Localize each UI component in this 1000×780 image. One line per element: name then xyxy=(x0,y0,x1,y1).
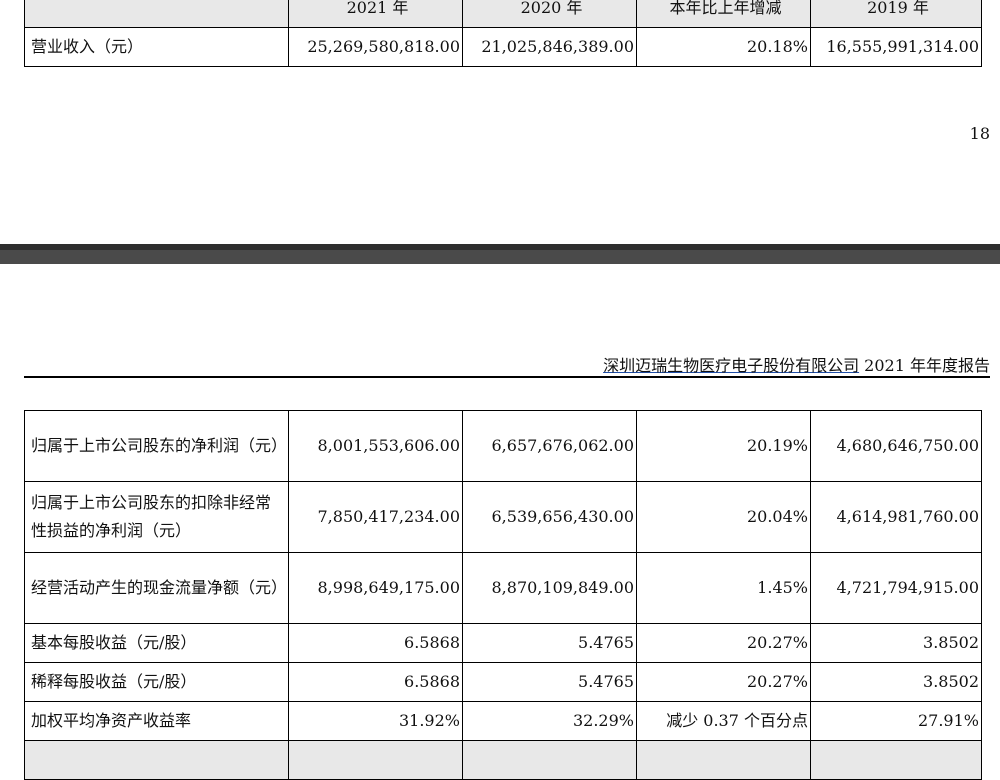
table-row: 基本每股收益（元/股） 6.5868 5.4765 20.27% 3.8502 xyxy=(24,623,982,663)
row-label: 归属于上市公司股东的净利润（元） xyxy=(24,410,289,482)
row-label: 稀释每股收益（元/股） xyxy=(24,662,289,702)
value-2020: 6,539,656,430.00 xyxy=(462,481,637,553)
row-label: 加权平均净资产收益率 xyxy=(24,701,289,741)
page-number: 18 xyxy=(969,124,990,143)
value-yoy-change: 20.27% xyxy=(636,662,811,702)
table-row: 加权平均净资产收益率 31.92% 32.29% 减少 0.37 个百分点 27… xyxy=(24,701,982,741)
value-2020: 21,025,846,389.00 xyxy=(462,27,637,67)
value-2021: 6.5868 xyxy=(288,662,463,702)
value-yoy-change: 20.04% xyxy=(636,481,811,553)
table-header-row: 2021 年 2020 年 本年比上年增减 2019 年 xyxy=(24,0,982,28)
value-2021: 25,269,580,818.00 xyxy=(288,27,463,67)
value-2020: 5.4765 xyxy=(462,623,637,663)
value-2019: 4,614,981,760.00 xyxy=(810,481,982,553)
table-row-partial xyxy=(24,740,982,780)
header-2019: 2019 年 xyxy=(810,0,982,28)
value-2020: 6,657,676,062.00 xyxy=(462,410,637,482)
value-cut-off xyxy=(636,740,811,780)
value-2019: 3.8502 xyxy=(810,623,982,663)
report-title: 2021 年年度报告 xyxy=(859,356,990,375)
row-label-cut-off xyxy=(24,740,289,780)
row-label: 经营活动产生的现金流量净额（元） xyxy=(24,552,289,624)
header-yoy-change: 本年比上年增减 xyxy=(636,0,811,28)
header-2020: 2020 年 xyxy=(462,0,637,28)
value-yoy-change: 1.45% xyxy=(636,552,811,624)
value-yoy-change: 减少 0.37 个百分点 xyxy=(636,701,811,741)
table-row: 营业收入（元） 25,269,580,818.00 21,025,846,389… xyxy=(24,27,982,67)
revenue-table: 2021 年 2020 年 本年比上年增减 2019 年 营业收入（元） 25,… xyxy=(24,0,982,67)
row-label: 基本每股收益（元/股） xyxy=(24,623,289,663)
value-2019: 4,721,794,915.00 xyxy=(810,552,982,624)
value-2021: 6.5868 xyxy=(288,623,463,663)
value-cut-off xyxy=(810,740,982,780)
running-header: 深圳迈瑞生物医疗电子股份有限公司 2021 年年度报告 xyxy=(603,352,990,376)
value-yoy-change: 20.27% xyxy=(636,623,811,663)
value-2021: 31.92% xyxy=(288,701,463,741)
value-yoy-change: 20.18% xyxy=(636,27,811,67)
table-row: 归属于上市公司股东的扣除非经常性损益的净利润（元） 7,850,417,234.… xyxy=(24,481,982,553)
financial-indicators-table: 归属于上市公司股东的净利润（元） 8,001,553,606.00 6,657,… xyxy=(24,410,982,780)
value-2020: 32.29% xyxy=(462,701,637,741)
value-cut-off xyxy=(288,740,463,780)
value-cut-off xyxy=(462,740,637,780)
value-2020: 5.4765 xyxy=(462,662,637,702)
header-2021: 2021 年 xyxy=(288,0,463,28)
value-2021: 8,001,553,606.00 xyxy=(288,410,463,482)
value-2019: 4,680,646,750.00 xyxy=(810,410,982,482)
value-2021: 7,850,417,234.00 xyxy=(288,481,463,553)
value-2021: 8,998,649,175.00 xyxy=(288,552,463,624)
company-name: 深圳迈瑞生物医疗电子股份有限公司 xyxy=(603,356,860,375)
table-row: 经营活动产生的现金流量净额（元） 8,998,649,175.00 8,870,… xyxy=(24,552,982,624)
value-2019: 16,555,991,314.00 xyxy=(810,27,982,67)
row-label: 营业收入（元） xyxy=(24,27,289,67)
value-2020: 8,870,109,849.00 xyxy=(462,552,637,624)
table-row: 稀释每股收益（元/股） 6.5868 5.4765 20.27% 3.8502 xyxy=(24,662,982,702)
value-2019: 3.8502 xyxy=(810,662,982,702)
header-rule xyxy=(24,376,990,378)
header-corner-cell xyxy=(24,0,289,28)
value-yoy-change: 20.19% xyxy=(636,410,811,482)
value-2019: 27.91% xyxy=(810,701,982,741)
page-break-divider-shade xyxy=(0,244,1000,250)
row-label: 归属于上市公司股东的扣除非经常性损益的净利润（元） xyxy=(24,481,289,553)
table-row: 归属于上市公司股东的净利润（元） 8,001,553,606.00 6,657,… xyxy=(24,410,982,482)
